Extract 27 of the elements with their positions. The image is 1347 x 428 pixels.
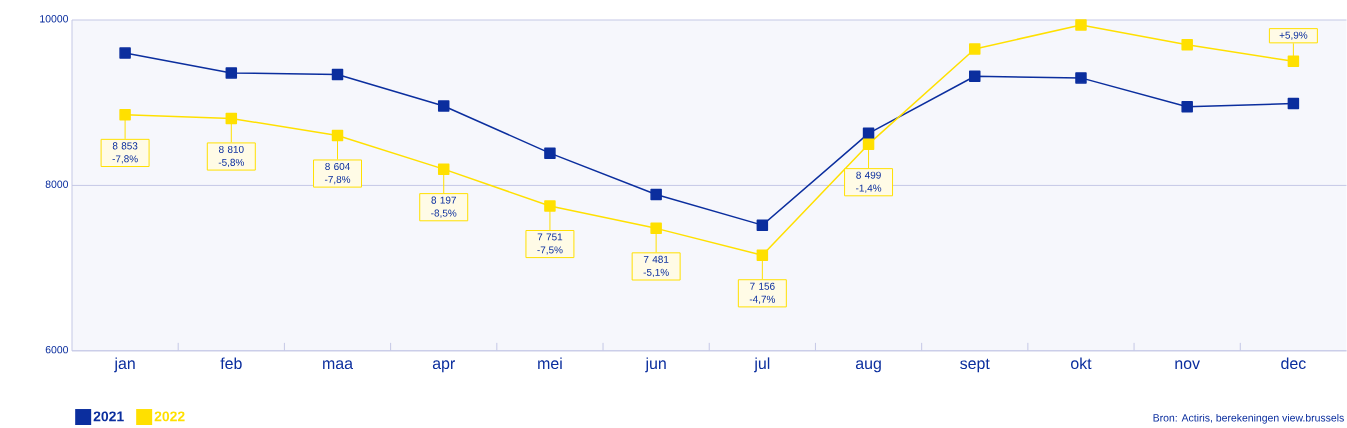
x-tick-label: okt — [1071, 357, 1092, 370]
annotation: +5,9% — [1279, 31, 1308, 40]
x-tick-label: dec — [1281, 357, 1306, 370]
legend-label: 2021 — [93, 411, 124, 422]
x-tick-label: feb — [220, 357, 242, 370]
legend-label: 2022 — [154, 411, 185, 422]
data-label: 7 751 -7,5% — [537, 233, 563, 255]
x-tick-label: aug — [855, 360, 881, 373]
x-tick-label: maa — [323, 360, 353, 370]
data-label: 7 481 -5,1% — [643, 255, 669, 278]
text: Bron: Actiris, berekeningen view.brussels — [1153, 413, 1344, 424]
y-tick-label: 8000 — [45, 180, 69, 188]
y-tick-label: 6000 — [45, 346, 69, 354]
data-label: 8 197 -8,5% — [431, 196, 457, 218]
x-tick-label: apr — [432, 360, 455, 373]
x-tick-label: sept — [960, 358, 990, 373]
x-tick-label: jun — [645, 357, 666, 373]
data-label: 8 853 -7,8% — [112, 142, 138, 164]
y-tick-label: 10000 — [40, 15, 69, 23]
x-tick-label: mei — [538, 357, 562, 370]
data-label: 7 156 -4,7% — [749, 282, 776, 304]
data-label: 8 499 -1,4% — [855, 171, 882, 193]
x-tick-label: nov — [1175, 360, 1200, 370]
x-tick-label: jan — [114, 357, 135, 373]
data-label: 8 604 -7,8% — [324, 163, 351, 185]
data-label: 8 810 -5,8% — [218, 145, 244, 168]
x-tick-label: jul — [753, 357, 770, 373]
